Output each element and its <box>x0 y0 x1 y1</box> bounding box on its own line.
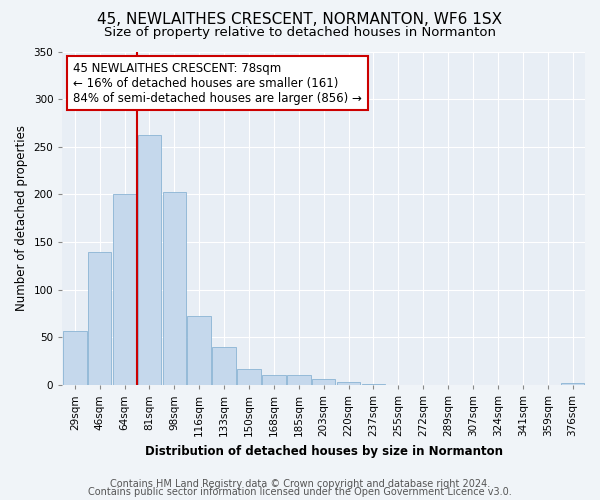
Text: 45 NEWLAITHES CRESCENT: 78sqm
← 16% of detached houses are smaller (161)
84% of : 45 NEWLAITHES CRESCENT: 78sqm ← 16% of d… <box>73 62 362 104</box>
Bar <box>113 194 136 385</box>
Text: Contains HM Land Registry data © Crown copyright and database right 2024.: Contains HM Land Registry data © Crown c… <box>110 479 490 489</box>
Bar <box>163 192 186 385</box>
Bar <box>561 383 584 385</box>
Bar <box>63 330 86 385</box>
Text: Contains public sector information licensed under the Open Government Licence v3: Contains public sector information licen… <box>88 487 512 497</box>
Bar <box>262 376 286 385</box>
X-axis label: Distribution of detached houses by size in Normanton: Distribution of detached houses by size … <box>145 444 503 458</box>
Bar <box>187 316 211 385</box>
Bar <box>88 252 112 385</box>
Bar <box>212 347 236 385</box>
Bar <box>312 380 335 385</box>
Text: Size of property relative to detached houses in Normanton: Size of property relative to detached ho… <box>104 26 496 39</box>
Bar <box>237 369 261 385</box>
Text: 45, NEWLAITHES CRESCENT, NORMANTON, WF6 1SX: 45, NEWLAITHES CRESCENT, NORMANTON, WF6 … <box>97 12 503 28</box>
Bar <box>362 384 385 385</box>
Y-axis label: Number of detached properties: Number of detached properties <box>15 126 28 312</box>
Bar <box>337 382 361 385</box>
Bar <box>287 376 311 385</box>
Bar <box>137 136 161 385</box>
